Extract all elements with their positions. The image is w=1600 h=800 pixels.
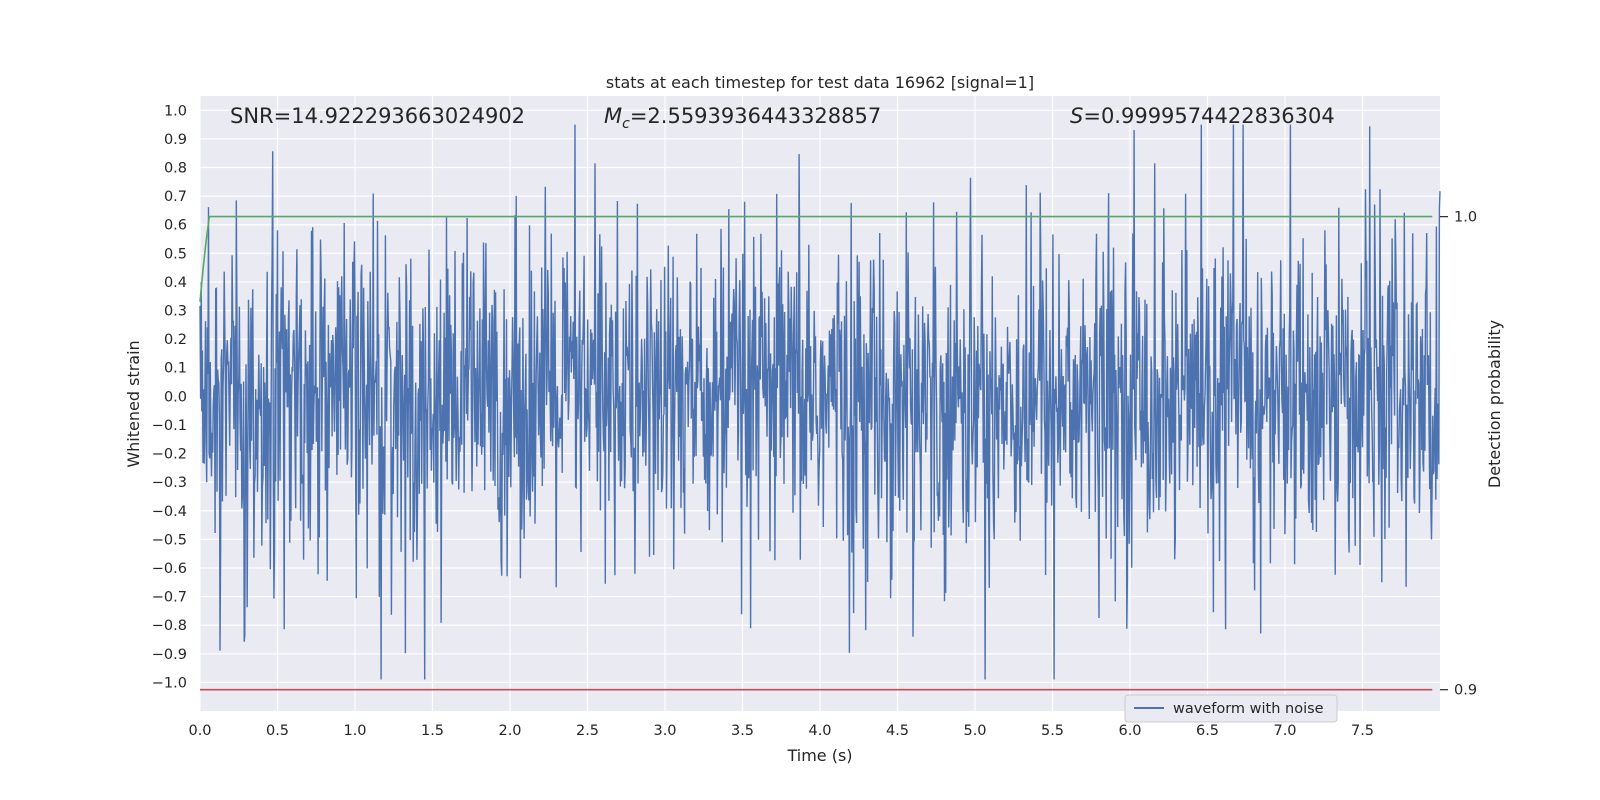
y-tick-label: 0.5 xyxy=(164,246,187,262)
y-tick-label: 0.2 xyxy=(164,332,187,348)
x-tick-label: 7.0 xyxy=(1273,723,1296,739)
x-tick-label: 6.0 xyxy=(1118,723,1141,739)
x-tick-label: 1.5 xyxy=(421,723,444,739)
y-tick-label: −0.7 xyxy=(152,590,187,606)
x-tick-label: 2.5 xyxy=(576,723,599,739)
chirp-mass-annotation: Mc=2.5593936443328857 xyxy=(604,104,881,132)
x-tick-label: 5.5 xyxy=(1041,723,1064,739)
y-tick-label: −0.6 xyxy=(152,561,187,577)
x-tick-label: 4.0 xyxy=(808,723,831,739)
x-tick-label: 6.5 xyxy=(1196,723,1219,739)
chirp-mass-value: =2.5593936443328857 xyxy=(630,104,881,128)
y-tick-label: −0.8 xyxy=(152,618,187,634)
y-tick-label: 0.8 xyxy=(164,161,187,177)
legend: waveform with noise xyxy=(1124,694,1338,723)
x-axis-ticks: 0.0 0.5 1.0 1.5 2.0 2.5 3.0 3.5 4.0 4.5 5.0 5.5 6.0 6… xyxy=(188,723,1374,739)
chart-title: stats at each timestep for test data 169… xyxy=(606,73,1034,92)
y2-axis-ticks: 1.0 0.9 xyxy=(1440,210,1477,699)
y-tick-label: −0.9 xyxy=(152,647,187,663)
significance-symbol: S xyxy=(1070,104,1083,128)
y2-tick-label: 0.9 xyxy=(1454,683,1477,699)
y-tick-label: −1.0 xyxy=(152,675,187,691)
significance-annotation: S=0.9999574422836304 xyxy=(1070,104,1335,128)
x-tick-label: 3.5 xyxy=(731,723,754,739)
x-tick-label: 4.5 xyxy=(886,723,909,739)
legend-box xyxy=(1124,694,1338,723)
y2-axis-label: Detection probability xyxy=(1485,320,1504,488)
y-tick-label: −0.2 xyxy=(152,447,187,463)
x-tick-label: 7.5 xyxy=(1351,723,1374,739)
chirp-mass-subscript: c xyxy=(622,116,630,132)
waveform-series xyxy=(199,124,1441,680)
y-tick-label: −0.1 xyxy=(152,418,187,434)
snr-annotation: SNR=14.922293663024902 xyxy=(230,104,525,128)
x-tick-label: 0.5 xyxy=(266,723,289,739)
y-axis-ticks: 1.0 0.9 0.8 0.7 0.6 0.5 0.4 0.3 0.2 0.1 0.0 −0.1 −0.… xyxy=(152,103,187,691)
waveform-line xyxy=(199,124,1441,680)
y-tick-label: −0.4 xyxy=(152,504,187,520)
x-tick-label: 1.0 xyxy=(343,723,366,739)
y-tick-label: −0.3 xyxy=(152,475,187,491)
x-tick-label: 2.0 xyxy=(498,723,521,739)
y-tick-label: 0.9 xyxy=(164,132,187,148)
detection-probability-line xyxy=(199,215,1433,302)
y-tick-label: 0.4 xyxy=(164,275,187,291)
probability-series xyxy=(199,215,1433,691)
chirp-mass-symbol: M xyxy=(604,104,622,128)
significance-value: =0.9999574422836304 xyxy=(1083,104,1334,128)
y-axis-label: Whitened strain xyxy=(124,340,143,467)
y-tick-label: 0.1 xyxy=(164,361,187,377)
legend-label-waveform: waveform with noise xyxy=(1173,701,1324,717)
x-tick-label: 3.0 xyxy=(653,723,676,739)
y-tick-label: 0.3 xyxy=(164,304,187,320)
y-tick-label: 0.0 xyxy=(164,389,187,405)
y-tick-label: 1.0 xyxy=(164,103,187,119)
x-tick-label: 5.0 xyxy=(963,723,986,739)
x-tick-label: 0.0 xyxy=(188,723,211,739)
y2-tick-label: 1.0 xyxy=(1454,210,1477,226)
x-axis-label: Time (s) xyxy=(786,746,852,765)
y-tick-label: −0.5 xyxy=(152,532,187,548)
y-tick-label: 0.6 xyxy=(164,218,187,234)
y-tick-label: 0.7 xyxy=(164,189,187,205)
